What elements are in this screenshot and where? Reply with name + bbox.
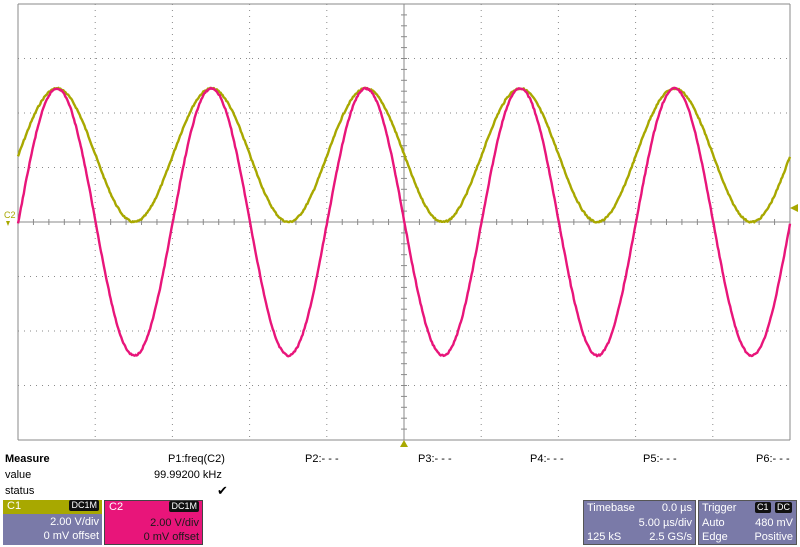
trigger-source-badge: C1 — [755, 502, 771, 513]
timebase-delay: 0.0 µs — [661, 502, 692, 514]
timebase-sample-rate: 2.5 GS/s — [649, 531, 692, 543]
waveform-display: C2 — [4, 3, 798, 447]
channel-ground-marker[interactable]: C2 — [4, 210, 16, 226]
channel-c1-offset: 0 mV offset — [43, 530, 99, 542]
measure-param-p2-label[interactable]: P2:- - - — [305, 453, 339, 465]
measure-param-p3-label[interactable]: P3:- - - — [418, 453, 452, 465]
measure-row-value-label: value — [5, 469, 32, 481]
trace-c1 — [16, 86, 792, 224]
channel-c1-vdiv: 2.00 V/div — [50, 516, 99, 528]
trigger-level: 480 mV — [755, 517, 793, 529]
channel-c2-coupling-badge: DC1M — [169, 501, 199, 512]
measure-param-p5-label[interactable]: P5:- - - — [643, 453, 677, 465]
waveform-traces — [16, 86, 792, 358]
channel-c1-coupling-badge: DC1M — [69, 500, 99, 511]
trigger-delay-arrow-icon[interactable] — [400, 440, 408, 447]
measure-param-p1-value: 99.99200 kHz — [154, 469, 222, 481]
trigger-level-arrow-icon[interactable] — [790, 204, 798, 212]
timebase-time-per-div: 5.00 µs/div — [638, 517, 692, 529]
channel-c2-name: C2 — [109, 501, 124, 513]
channel-marker-label: C2 — [4, 210, 16, 220]
measure-title: Measure — [5, 453, 50, 465]
trigger-type: Edge — [702, 531, 728, 543]
channel-c2-vdiv: 2.00 V/div — [150, 517, 199, 529]
measure-row-status-label: status — [5, 485, 35, 497]
trigger-slope: Positive — [754, 531, 793, 543]
measure-status-check-icon: ✔ — [217, 483, 228, 498]
trace-c2 — [16, 86, 792, 358]
channel-c2-descriptor[interactable]: C2 DC1M 2.00 V/div 0 mV offset — [104, 500, 203, 545]
trigger-title: Trigger — [702, 502, 737, 514]
trigger-mode: Auto — [702, 517, 725, 529]
channel-c1-name: C1 — [7, 500, 22, 512]
timebase-samples: 125 kS — [587, 531, 622, 543]
trigger-coupling-badge: DC — [775, 502, 792, 513]
channel-offset-arrow-icon — [6, 221, 10, 226]
graticule — [17, 3, 791, 441]
channel-c2-offset: 0 mV offset — [143, 531, 199, 543]
timebase-descriptor[interactable]: Timebase 0.0 µs 5.00 µs/div 125 kS 2.5 G… — [583, 500, 696, 545]
measure-param-p4-label[interactable]: P4:- - - — [530, 453, 564, 465]
timebase-title: Timebase — [587, 502, 635, 514]
measure-param-p1-label[interactable]: P1:freq(C2) — [168, 453, 225, 465]
channel-c1-descriptor[interactable]: C1 DC1M 2.00 V/div 0 mV offset — [3, 500, 102, 545]
trigger-descriptor[interactable]: Trigger C1 DC Auto 480 mV Edge Positive — [698, 500, 797, 545]
measure-param-p6-label[interactable]: P6:- - - — [756, 453, 790, 465]
